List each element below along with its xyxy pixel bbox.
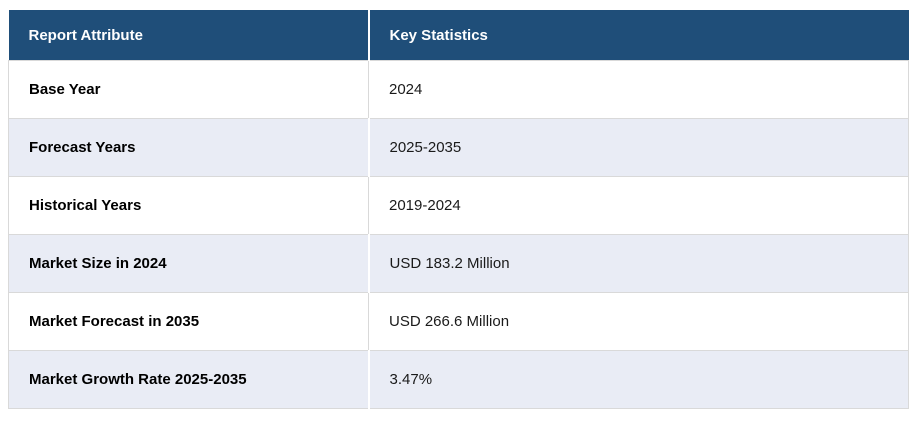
table-row-market-forecast-2035: Market Forecast in 2035 USD 266.6 Millio… [8,292,909,351]
attribute-label: Forecast Years [8,118,370,177]
attribute-value: USD 183.2 Million [368,234,909,293]
column-header-report-attribute: Report Attribute [8,10,370,61]
report-attributes-table: Report Attribute Key Statistics Base Yea… [8,10,909,409]
attribute-label: Base Year [8,60,369,119]
table-header-row: Report Attribute Key Statistics [8,10,909,61]
column-header-key-statistics: Key Statistics [368,10,909,61]
attribute-label: Market Growth Rate 2025-2035 [8,350,370,409]
table-row-historical-years: Historical Years 2019-2024 [8,176,909,235]
attribute-value: 2025-2035 [368,118,909,177]
table-row-market-growth-rate: Market Growth Rate 2025-2035 3.47% [8,350,909,409]
attribute-value: 2019-2024 [368,176,909,235]
report-attributes-table-container: Report Attribute Key Statistics Base Yea… [8,10,909,409]
table-row-market-size-2024: Market Size in 2024 USD 183.2 Million [8,234,909,293]
attribute-value: 3.47% [368,350,909,409]
table-row-base-year: Base Year 2024 [8,60,909,119]
attribute-label: Market Forecast in 2035 [8,292,369,351]
attribute-label: Historical Years [8,176,369,235]
attribute-value: USD 266.6 Million [368,292,909,351]
attribute-label: Market Size in 2024 [8,234,370,293]
table-row-forecast-years: Forecast Years 2025-2035 [8,118,909,177]
attribute-value: 2024 [368,60,909,119]
